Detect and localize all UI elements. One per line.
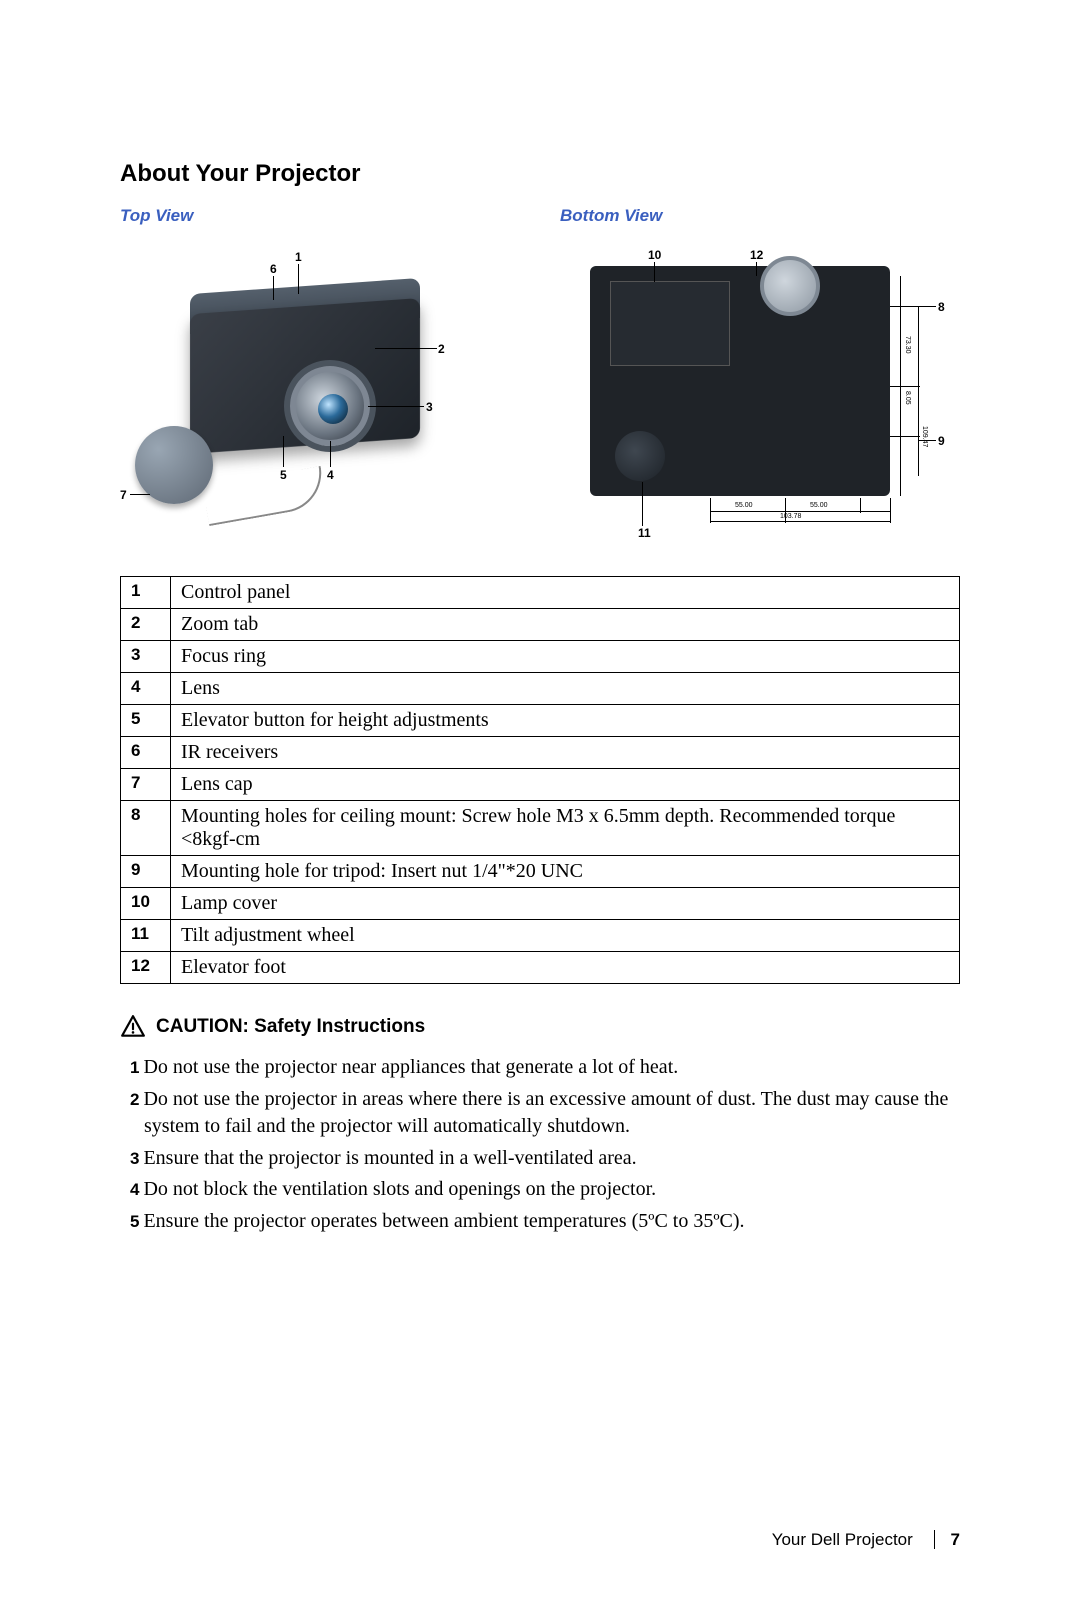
part-desc: Elevator button for height adjustments [171, 705, 960, 737]
table-row: 1Control panel [121, 577, 960, 609]
part-desc: IR receivers [171, 737, 960, 769]
footer-divider [934, 1530, 935, 1549]
table-row: 10Lamp cover [121, 888, 960, 920]
page-footer: Your Dell Projector 7 [772, 1530, 960, 1550]
list-item: 2Do not use the projector in areas where… [120, 1086, 960, 1141]
annot-8: 8 [938, 300, 945, 314]
section-title: About Your Projector [120, 160, 960, 188]
table-row: 11Tilt adjustment wheel [121, 920, 960, 952]
part-desc: Lens cap [171, 769, 960, 801]
table-row: 4Lens [121, 673, 960, 705]
part-num: 10 [121, 888, 171, 920]
part-num: 1 [121, 577, 171, 609]
dim-0: 55.00 [735, 502, 753, 509]
part-num: 11 [121, 920, 171, 952]
part-desc: Lens [171, 673, 960, 705]
annot-2: 2 [438, 342, 445, 356]
list-item: 4Do not block the ventilation slots and … [120, 1176, 960, 1204]
safety-text: Do not use the projector near appliances… [143, 1056, 678, 1078]
annot-6: 6 [270, 262, 277, 276]
dim-1: 55.00 [810, 502, 828, 509]
part-desc: Tilt adjustment wheel [171, 920, 960, 952]
safety-text: Ensure that the projector is mounted in … [143, 1147, 636, 1169]
safety-list: 1Do not use the projector near appliance… [120, 1054, 960, 1236]
table-row: 6IR receivers [121, 737, 960, 769]
part-num: 12 [121, 952, 171, 984]
part-num: 6 [121, 737, 171, 769]
annot-4: 4 [327, 468, 334, 482]
part-desc: Mounting holes for ceiling mount: Screw … [171, 801, 960, 856]
caution-triangle-icon [120, 1014, 146, 1040]
table-row: 3Focus ring [121, 641, 960, 673]
part-num: 8 [121, 801, 171, 856]
caution-heading: CAUTION: Safety Instructions [120, 1014, 960, 1040]
part-num: 2 [121, 609, 171, 641]
parts-table: 1Control panel 2Zoom tab 3Focus ring 4Le… [120, 576, 960, 984]
part-desc: Lamp cover [171, 888, 960, 920]
footer-text: Your Dell Projector [772, 1530, 913, 1549]
top-view-diagram: 1 2 3 4 5 6 7 [120, 236, 520, 536]
safety-text: Do not use the projector in areas where … [143, 1088, 948, 1138]
part-desc: Control panel [171, 577, 960, 609]
annot-1: 1 [295, 250, 302, 264]
part-desc: Zoom tab [171, 609, 960, 641]
table-row: 9Mounting hole for tripod: Insert nut 1/… [121, 856, 960, 888]
annot-7: 7 [120, 488, 127, 502]
list-item: 1Do not use the projector near appliance… [120, 1054, 960, 1082]
table-row: 2Zoom tab [121, 609, 960, 641]
part-num: 5 [121, 705, 171, 737]
dim-5: 109.47 [921, 426, 928, 447]
part-num: 4 [121, 673, 171, 705]
part-desc: Elevator foot [171, 952, 960, 984]
top-view-label: Top View [120, 206, 520, 226]
bottom-view-diagram: 55.00 55.00 103.78 73.30 8.05 109.47 10 … [560, 236, 960, 536]
annot-9: 9 [938, 434, 945, 448]
annot-3: 3 [426, 400, 433, 414]
dim-2: 103.78 [780, 513, 801, 520]
table-row: 7Lens cap [121, 769, 960, 801]
list-item: 5Ensure the projector operates between a… [120, 1208, 960, 1236]
part-num: 7 [121, 769, 171, 801]
safety-text: Ensure the projector operates between am… [143, 1210, 744, 1232]
part-num: 3 [121, 641, 171, 673]
caution-title: CAUTION: Safety Instructions [156, 1016, 425, 1038]
part-desc: Focus ring [171, 641, 960, 673]
dim-4: 8.05 [904, 391, 911, 405]
parts-table-body: 1Control panel 2Zoom tab 3Focus ring 4Le… [121, 577, 960, 984]
manual-page: About Your Projector Top View 1 2 3 4 5 [0, 0, 1080, 1620]
list-item: 3Ensure that the projector is mounted in… [120, 1145, 960, 1173]
views-row: Top View 1 2 3 4 5 6 7 [120, 206, 960, 536]
table-row: 12Elevator foot [121, 952, 960, 984]
annot-5: 5 [280, 468, 287, 482]
part-desc: Mounting hole for tripod: Insert nut 1/4… [171, 856, 960, 888]
bottom-view-label: Bottom View [560, 206, 960, 226]
top-view-column: Top View 1 2 3 4 5 6 7 [120, 206, 520, 536]
dim-3: 73.30 [904, 336, 911, 354]
annot-10: 10 [648, 248, 661, 262]
table-row: 8Mounting holes for ceiling mount: Screw… [121, 801, 960, 856]
part-num: 9 [121, 856, 171, 888]
table-row: 5Elevator button for height adjustments [121, 705, 960, 737]
safety-text: Do not block the ventilation slots and o… [143, 1178, 656, 1200]
annot-11: 11 [638, 526, 651, 540]
bottom-view-column: Bottom View 55.00 55.00 [560, 206, 960, 536]
annot-12: 12 [750, 248, 763, 262]
page-number: 7 [951, 1530, 960, 1549]
